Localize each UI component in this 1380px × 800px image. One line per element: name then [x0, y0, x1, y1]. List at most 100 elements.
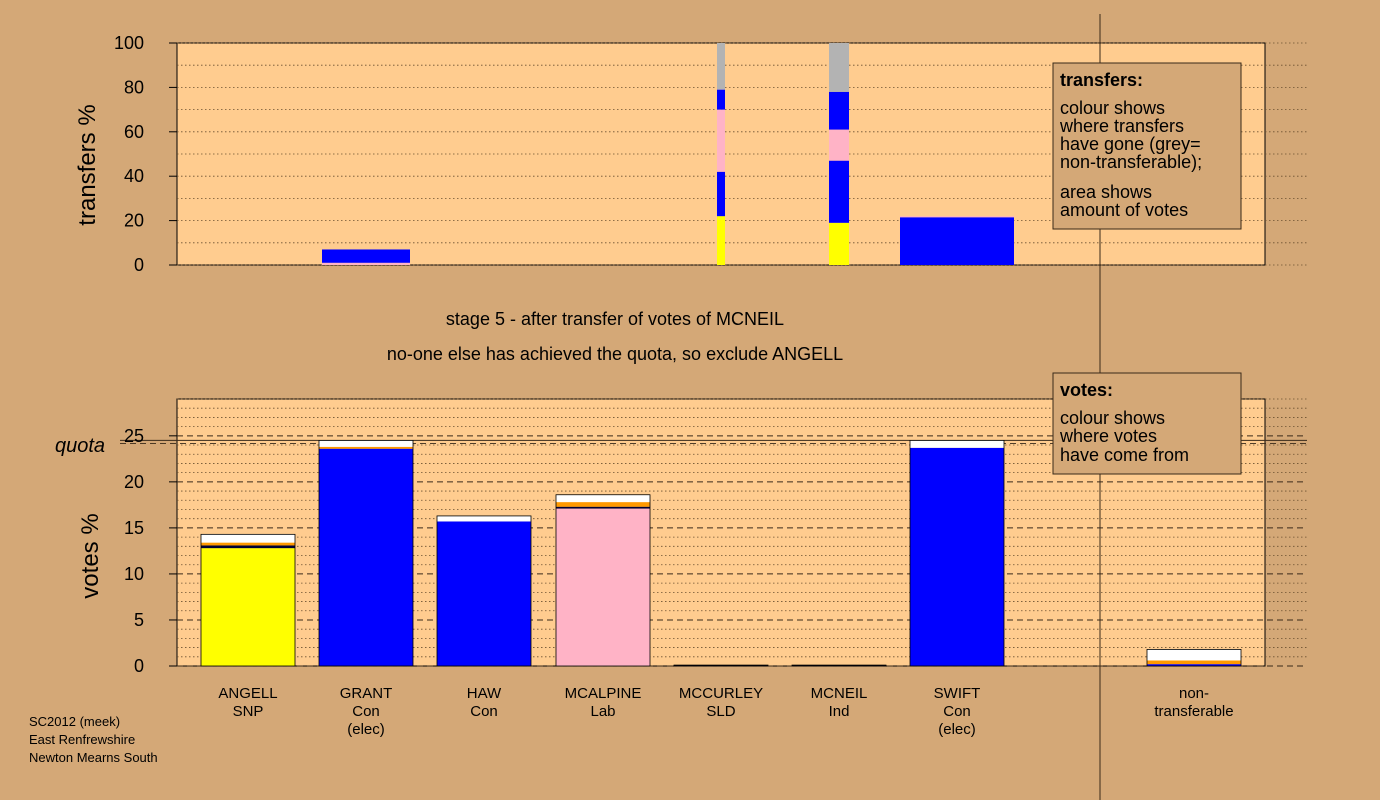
candidate-label-line: SNP [233, 703, 264, 720]
transfer-segment [322, 249, 410, 263]
stage-line-2: no-one else has achieved the quota, so e… [387, 344, 843, 364]
transfer-segment [829, 129, 849, 161]
transfer-segment [829, 91, 849, 130]
vote-segment [319, 440, 413, 447]
footer-line: Newton Mearns South [29, 750, 158, 765]
transfers-tick-label: 0 [134, 255, 144, 275]
transfers-tick-label: 20 [124, 211, 144, 231]
transfer-segment [829, 222, 849, 265]
votes-legend-title: votes: [1060, 380, 1113, 400]
transfer-segment [717, 43, 725, 90]
vote-segment [556, 502, 650, 507]
transfers-tick-label: 60 [124, 122, 144, 142]
transfer-segment [829, 43, 849, 92]
vote-segment [437, 515, 531, 522]
candidate-label-line: (elec) [347, 721, 385, 738]
transfers-legend-line: non-transferable); [1060, 152, 1202, 172]
transfers-legend-line: amount of votes [1060, 200, 1188, 220]
votes-y-ticks: 0 5 10 15 20 25 [124, 426, 177, 676]
transfer-segment [829, 160, 849, 223]
vote-bar-outline [555, 494, 651, 667]
transfer-segment [900, 217, 1014, 265]
candidate-label-line: MCCURLEY [679, 685, 763, 702]
votes-tick-label: 10 [124, 564, 144, 584]
votes-legend-line: where votes [1059, 426, 1157, 446]
vote-segment [674, 665, 768, 666]
transfers-legend-line: have gone (grey= [1060, 134, 1201, 154]
candidate-label-line: MCALPINE [565, 685, 642, 702]
transfer-segment [900, 216, 1014, 218]
candidate-label-line: Con [352, 703, 380, 720]
votes-tick-label: 20 [124, 472, 144, 492]
transfers-legend-line: where transfers [1059, 116, 1184, 136]
footer-line: East Renfrewshire [29, 732, 135, 747]
vote-bar-outline [318, 440, 414, 667]
candidate-label-line: Con [943, 703, 971, 720]
candidate-label-line: ANGELL [218, 685, 277, 702]
transfers-bars [322, 43, 1014, 265]
transfers-tick-label: 100 [114, 33, 144, 53]
vote-segment [1147, 664, 1241, 666]
footer-line: SC2012 (meek) [29, 714, 120, 729]
vote-segment [201, 534, 295, 543]
candidate-label-line: Ind [829, 703, 850, 720]
candidate-label-line: SLD [706, 703, 735, 720]
vote-segment [1147, 649, 1241, 661]
transfers-legend-title: transfers: [1060, 70, 1143, 90]
votes-legend-line: have come from [1060, 445, 1189, 465]
candidate-label-line: Lab [590, 703, 615, 720]
candidate-label-line: transferable [1154, 703, 1233, 720]
votes-legend-box [1052, 372, 1242, 475]
transfer-segment [717, 171, 725, 217]
vote-segment [556, 494, 650, 503]
candidate-label-line: Con [470, 703, 498, 720]
transfers-tick-label: 40 [124, 166, 144, 186]
vote-bar-outline [1146, 649, 1242, 667]
votes-axis-title: votes % [77, 513, 104, 598]
vote-segment [201, 545, 295, 549]
transfer-segment [717, 216, 725, 265]
transfers-legend: transfers: colour shows where transfers … [1052, 62, 1242, 230]
transfer-segment [717, 109, 725, 172]
votes-tick-label: 0 [134, 656, 144, 676]
votes-tick-label: 25 [124, 426, 144, 446]
vote-bar-outline [909, 440, 1005, 667]
vote-segment [792, 665, 886, 666]
vote-bar-outline [673, 664, 769, 667]
vote-bar-outline [200, 533, 296, 667]
candidate-labels: ANGELLSNPGRANTCon(elec)HAWConMCALPINELab… [218, 685, 1233, 738]
transfer-segment [322, 262, 410, 265]
vote-segment [319, 446, 413, 449]
candidate-label-line: non- [1179, 685, 1209, 702]
votes-legend: votes: colour shows where votes have com… [1052, 372, 1242, 475]
transfers-y-ticks: 0 20 40 60 80 100 [114, 33, 177, 275]
transfers-tick-label: 80 [124, 77, 144, 97]
vote-segment [1147, 660, 1241, 665]
candidate-label-line: GRANT [340, 685, 393, 702]
votes-legend-line: colour shows [1060, 408, 1165, 428]
votes-tick-label: 15 [124, 518, 144, 538]
transfers-axis-title: transfers % [74, 104, 101, 225]
candidate-label-line: SWIFT [934, 685, 981, 702]
transfer-segment [717, 89, 725, 110]
transfers-gridlines [177, 42, 1307, 266]
vote-segment [201, 548, 295, 666]
vote-segment [556, 506, 650, 509]
vote-bar-outline [436, 515, 532, 667]
vote-segment [319, 448, 413, 666]
vote-segment [437, 521, 531, 666]
quota-label: quota [55, 435, 105, 457]
candidate-label-line: (elec) [938, 721, 976, 738]
vote-bar-outline [791, 664, 887, 667]
vote-segment [201, 542, 295, 546]
candidate-label-line: MCNEIL [811, 685, 868, 702]
vote-segment [556, 508, 650, 666]
votes-tick-label: 5 [134, 610, 144, 630]
transfers-legend-line: colour shows [1060, 98, 1165, 118]
votes-bars [200, 440, 1242, 667]
transfers-legend-box [1052, 62, 1242, 230]
vote-segment [910, 440, 1004, 448]
candidate-label-line: HAW [467, 685, 502, 702]
stage-line-1: stage 5 - after transfer of votes of MCN… [446, 309, 784, 329]
